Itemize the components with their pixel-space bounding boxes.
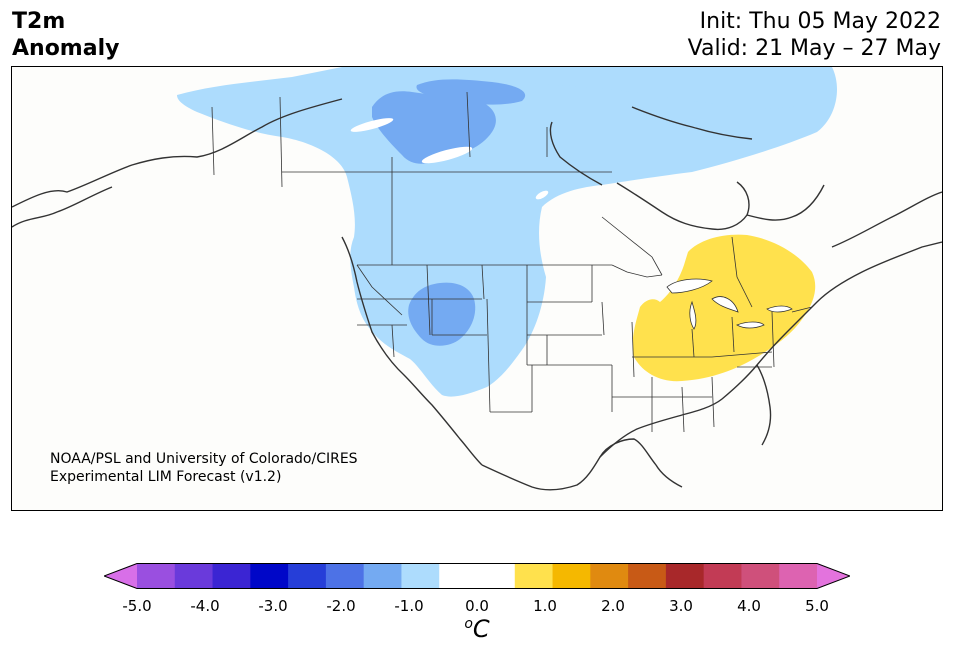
colorbar-segment	[552, 563, 591, 589]
colorbar-tick-label: -2.0	[326, 597, 356, 615]
colorbar-tick-label: -1.0	[394, 597, 424, 615]
colorbar-segment	[174, 563, 214, 589]
colorbar-segment	[477, 563, 516, 589]
colorbar-segment	[741, 563, 780, 589]
arctic-anomaly-region	[462, 67, 832, 109]
colorbar-segment	[137, 563, 176, 589]
coastlines	[12, 98, 942, 491]
colorbar-tick-label: 0.0	[465, 597, 489, 615]
colorbar-tick-label: -5.0	[122, 597, 152, 615]
colorbar-segment	[325, 563, 365, 589]
colorbar-tick-label: 2.0	[601, 597, 625, 615]
colorbar-tick-label: 1.0	[533, 597, 557, 615]
colorbar-segment	[514, 563, 554, 589]
colorbar-over-triangle	[817, 563, 850, 589]
colorbar-segment	[250, 563, 289, 589]
valid-range: Valid: 21 May – 27 May	[687, 36, 941, 61]
colorbar-segment	[665, 563, 705, 589]
colorbar-segment	[703, 563, 742, 589]
colorbar-segment	[363, 563, 402, 589]
colorbar-segment	[401, 563, 440, 589]
colorbar-tick-label: 5.0	[805, 597, 829, 615]
map-canvas	[12, 67, 942, 491]
anomaly-map: NOAA/PSL and University of Colorado/CIRE…	[11, 66, 943, 511]
great-lakes	[666, 278, 793, 330]
colorbar-tick-label: -3.0	[258, 597, 288, 615]
colorbar-tick-label: 3.0	[669, 597, 693, 615]
credit-line-2: Experimental LIM Forecast (v1.2)	[50, 469, 282, 485]
colorbar-segment	[288, 563, 327, 589]
warm-anomaly-region	[632, 234, 816, 382]
cold-anomaly-region	[177, 67, 837, 397]
map-title: T2m Anomaly	[12, 8, 119, 62]
title-line-2: Anomaly	[12, 36, 120, 61]
cold-core-arctic	[416, 79, 526, 105]
degree-symbol: o	[464, 616, 473, 632]
cold-core-west	[408, 282, 476, 346]
colorbar-segment	[212, 563, 251, 589]
credit-text: NOAA/PSL and University of Colorado/CIRE…	[50, 450, 358, 486]
forecast-dates: Init: Thu 05 May 2022 Valid: 21 May – 27…	[688, 8, 941, 62]
cold-core-north	[372, 91, 496, 164]
colorbar-under-triangle	[104, 563, 137, 589]
credit-line-1: NOAA/PSL and University of Colorado/CIRE…	[50, 451, 358, 467]
colorbar-segment	[779, 563, 818, 589]
units-letter: C	[472, 615, 490, 643]
colorbar-tick-label: -4.0	[190, 597, 220, 615]
colorbar-segment	[628, 563, 667, 589]
colorbar-tick-label: 4.0	[737, 597, 761, 615]
units-label: oC	[464, 615, 489, 643]
colorbar-segment	[590, 563, 629, 589]
title-line-1: T2m	[12, 9, 66, 34]
init-date: Init: Thu 05 May 2022	[699, 9, 941, 34]
colorbar-segment	[439, 563, 478, 589]
colorbar	[104, 563, 850, 589]
political-borders	[211, 91, 813, 433]
